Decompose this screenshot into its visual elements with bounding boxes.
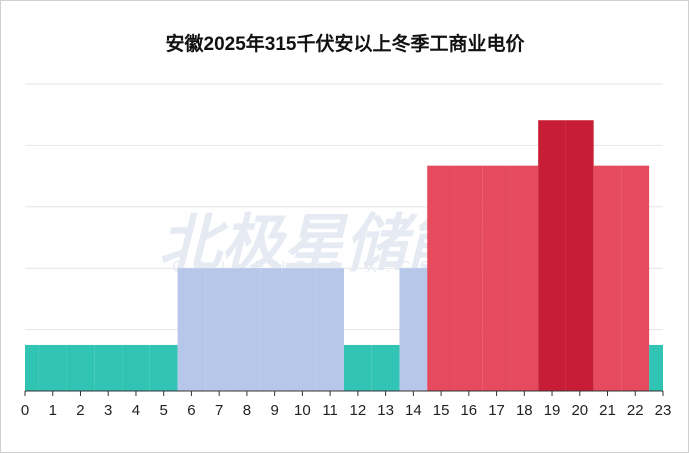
bar [538,120,566,391]
x-tick-label: 7 [215,402,223,419]
chart-title: 安徽2025年315千伏安以上冬季工商业电价 [166,32,526,55]
x-tick-label: 0 [21,402,29,419]
x-tick-label: 11 [322,402,338,419]
bar [344,344,372,391]
x-tick-label: 23 [655,402,672,419]
bar [38,344,67,391]
bar [593,165,622,391]
x-tick-label: 19 [544,402,561,419]
x-tick-label: 2 [76,402,84,419]
bar [205,268,234,391]
bar [565,120,594,391]
x-tick-label: 10 [294,402,311,419]
bar [177,268,206,391]
x-tick-label: 9 [270,402,278,419]
x-tick-label: 18 [516,402,533,419]
x-tick-label: 12 [350,402,367,419]
bar [316,268,344,391]
bar [288,268,317,391]
x-tick-label: 16 [460,402,477,419]
bar [371,344,400,391]
x-tick-label: 8 [243,402,251,419]
bar [149,344,178,391]
x-tick-label: 20 [571,402,588,419]
x-tick-label: 21 [599,402,616,419]
x-tick-label: 3 [104,402,112,419]
bar [66,344,95,391]
x-tick-label: 15 [433,402,450,419]
x-tick-label: 22 [627,402,644,419]
bars [25,120,663,391]
bar [510,165,539,391]
bar [454,165,483,391]
bar [427,165,455,391]
x-tick-label: 6 [187,402,195,419]
bar [260,268,289,391]
x-tick-label: 17 [488,402,505,419]
bar [25,344,39,391]
bar [399,268,428,391]
bar [94,344,123,391]
x-tick-label: 1 [49,402,57,419]
x-tick-label: 13 [377,402,394,419]
bar [621,165,650,391]
bar [649,344,663,391]
x-tick-label: 14 [405,402,422,419]
bar [122,344,150,391]
x-tick-label: 5 [160,402,168,419]
bar [482,165,511,391]
bar [233,268,261,391]
x-tick-label: 4 [132,402,140,419]
